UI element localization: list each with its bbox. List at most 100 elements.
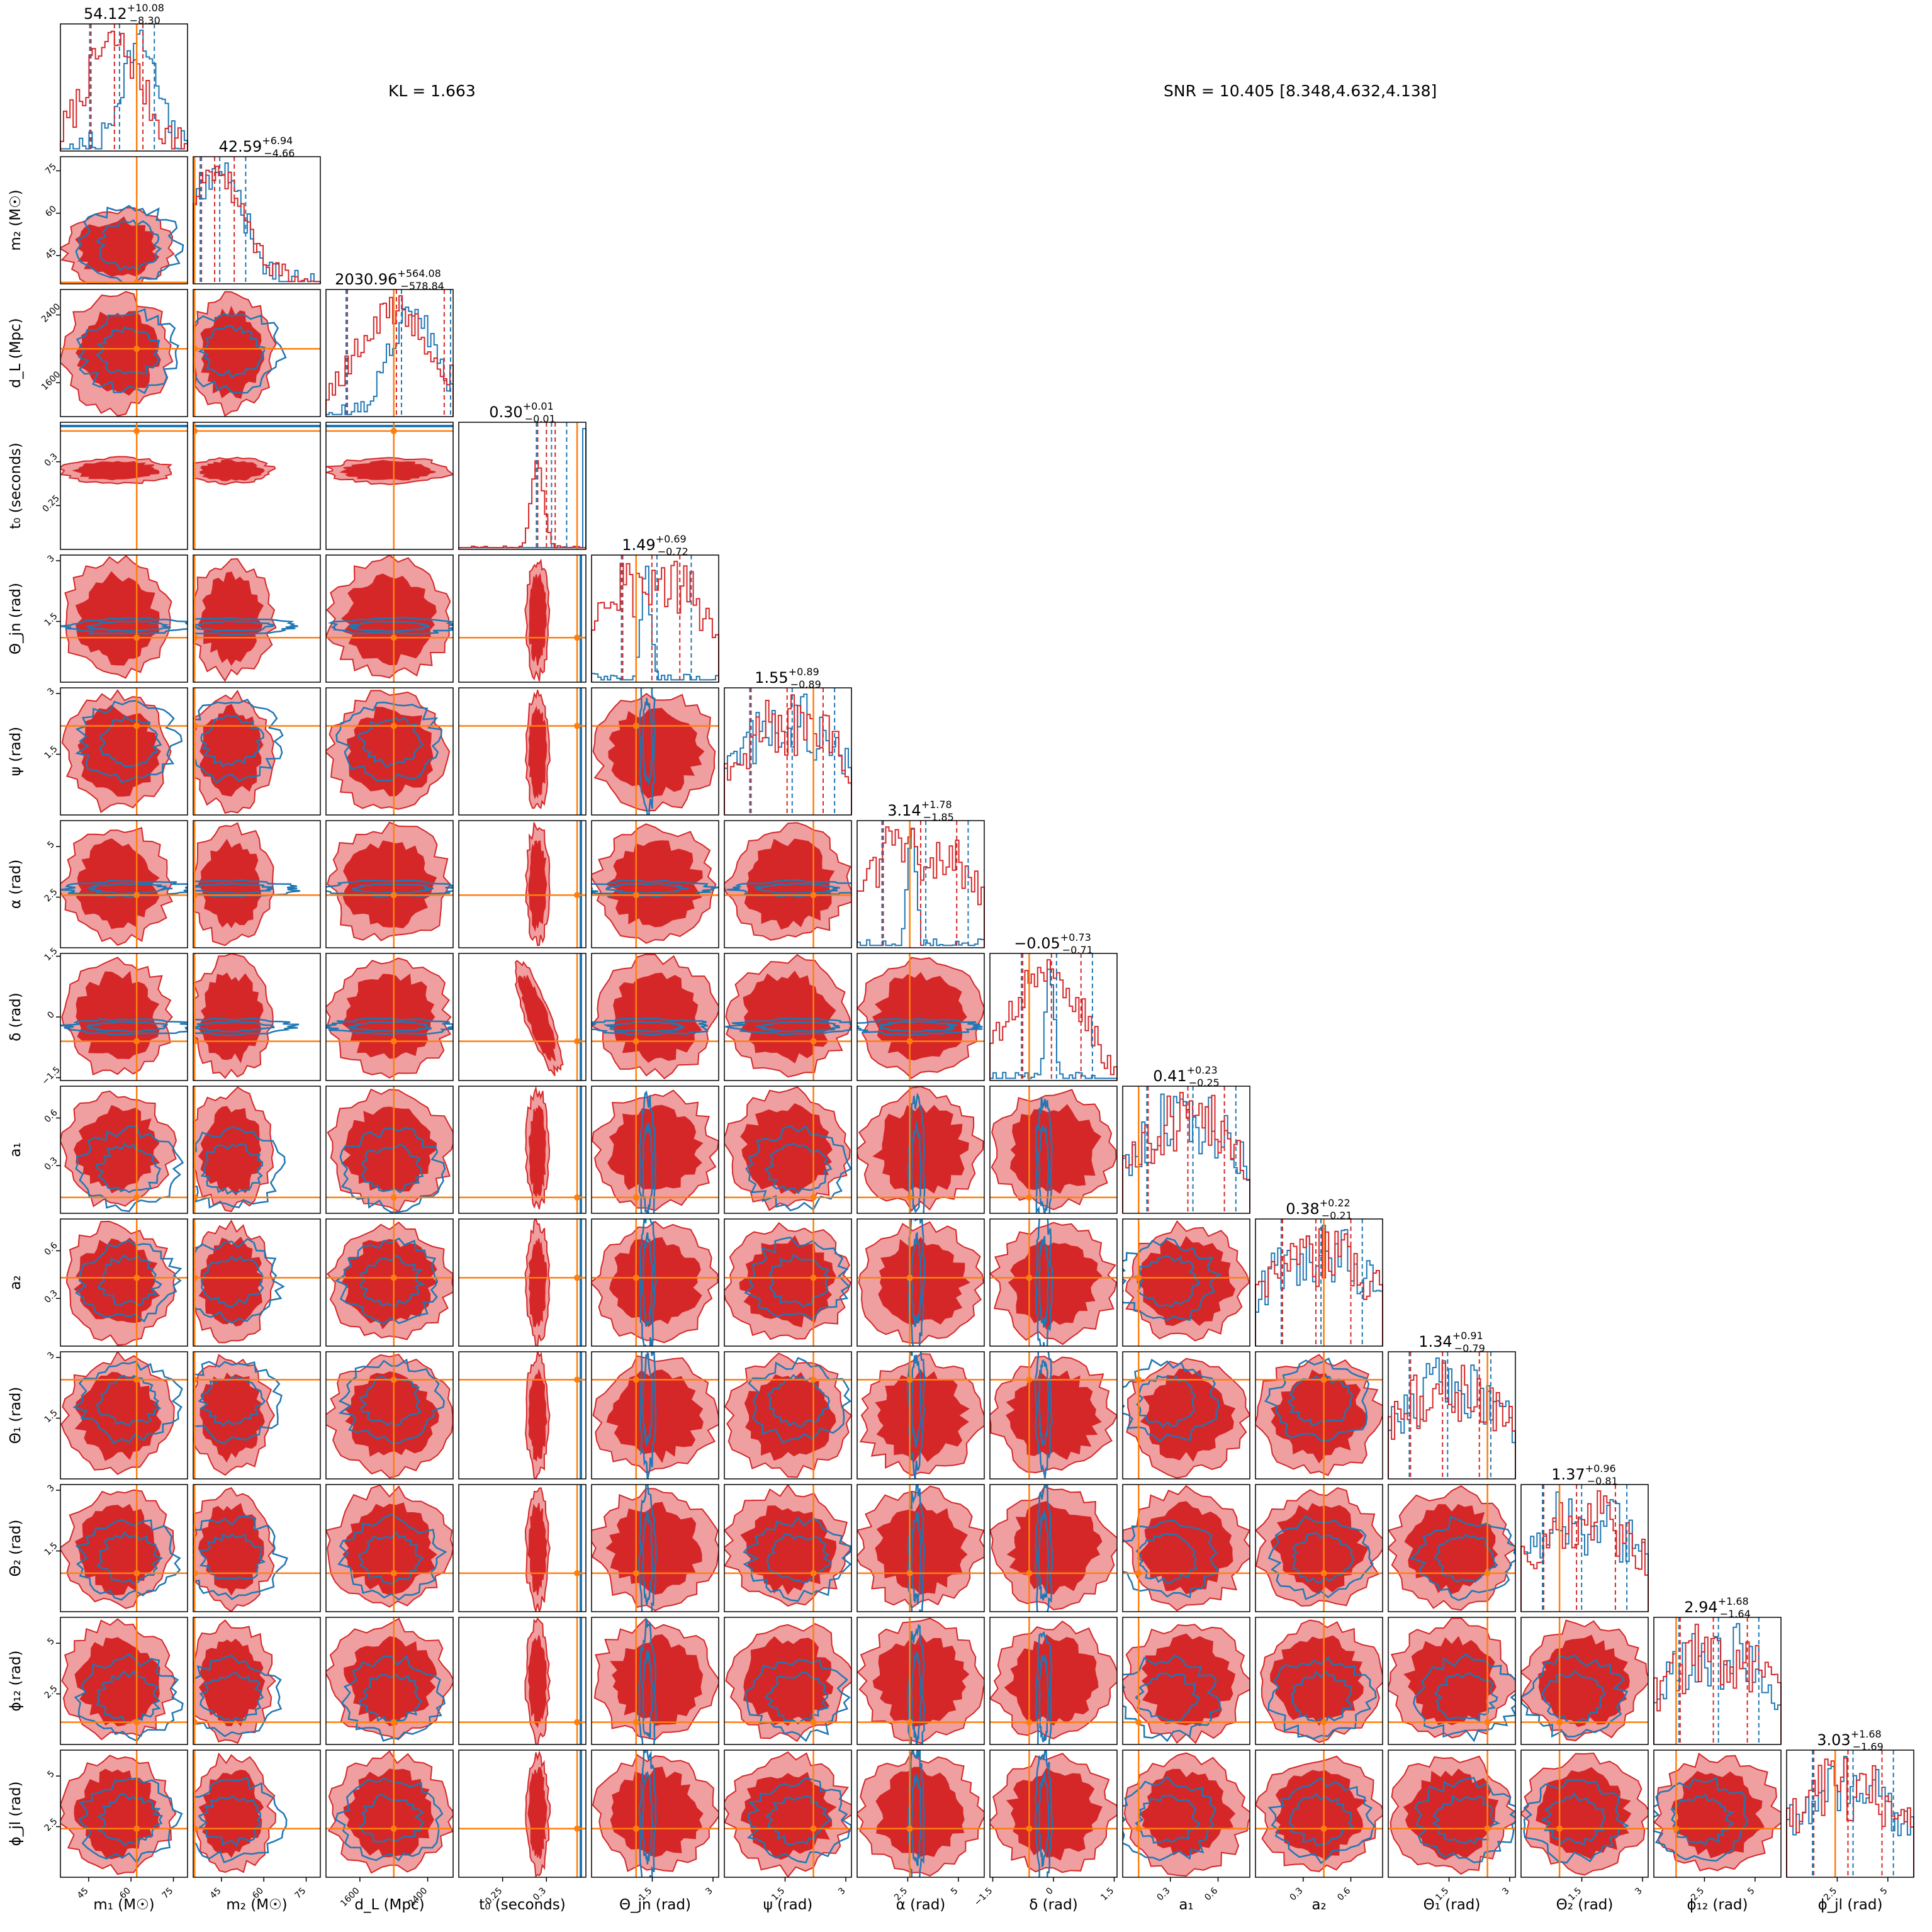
contour-blue [1288, 1793, 1355, 1846]
panel-frame [856, 1086, 985, 1214]
truth-point [193, 1570, 198, 1576]
contour-blue [744, 1659, 851, 1743]
contour-blue [200, 714, 264, 768]
panel-thetajn-phi12 [591, 1617, 719, 1745]
x-tick-label: 5 [1746, 1886, 1757, 1897]
y-tick-label: 2400 [40, 301, 63, 325]
truth-point [1673, 1825, 1680, 1832]
panel-frame [1388, 1749, 1516, 1878]
panel-frame [1388, 1617, 1516, 1745]
xlabel-theta2: Θ₂ (rad) [1556, 1897, 1614, 1913]
x-tick-label: 5 [1879, 1886, 1890, 1897]
contour-blue [193, 1361, 283, 1445]
y-tick-label: 3 [45, 686, 57, 697]
y-tick-label: 5 [45, 840, 57, 851]
contour-blue [1541, 1670, 1606, 1724]
contour-blue [764, 1671, 829, 1725]
panel-frame [325, 1749, 454, 1878]
panel-psi-phijl: 1.5 3 [724, 1749, 852, 1903]
panel-frame [989, 1218, 1118, 1347]
contour-blue [642, 697, 654, 786]
y-tick-label: 1.5 [43, 611, 60, 628]
panel-frame [989, 1484, 1118, 1612]
contour-inner [1141, 1633, 1236, 1727]
panel-frame [1388, 1351, 1516, 1480]
hist-a1: 0.41+0.23 −0.25 [1122, 1064, 1250, 1214]
panel-dL-psi [325, 687, 454, 816]
contour-blue [910, 1651, 923, 1744]
title-delta: −0.05+0.73 −0.71 [1014, 931, 1093, 956]
panel-thetajn-psi [591, 687, 719, 816]
panel-dL-delta [325, 953, 454, 1081]
panel-t0-psi [458, 687, 587, 816]
contour-blue [744, 1236, 851, 1321]
hist-red-delta [989, 959, 1118, 1081]
panel-frame [60, 1351, 188, 1480]
y-tick-label: 0.6 [43, 1108, 60, 1125]
panel-frame [458, 1617, 587, 1745]
truth-point [1484, 1825, 1491, 1832]
panel-frame [458, 554, 587, 683]
contour-blue [1434, 1534, 1498, 1583]
panel-frame [591, 953, 719, 1081]
contour-blue [361, 1143, 424, 1194]
contour-inner [1270, 1635, 1364, 1726]
ylabel-psi: ψ (rad) [8, 727, 24, 777]
hist-red-theta1 [1388, 1362, 1516, 1479]
truth-point [390, 1719, 397, 1726]
xlabel-m1: m₁ (M☉) [93, 1897, 154, 1913]
panel-frame [856, 1218, 985, 1347]
hist-red-m1 [60, 30, 188, 151]
panel-t0-delta [458, 953, 587, 1081]
contour-blue [1123, 1358, 1220, 1443]
panel-m2-phi12 [193, 1617, 321, 1745]
hist-red-phijl [1786, 1757, 1914, 1877]
panel-frame [193, 156, 321, 284]
panel-thetajn-phijl: 1.5 3 [591, 1749, 719, 1903]
truth-point [193, 345, 198, 352]
panel-t0-a1 [458, 1086, 587, 1214]
contour-blue [96, 1793, 164, 1846]
panel-alpha-delta [856, 953, 985, 1081]
truth-point [810, 1719, 817, 1726]
contour-blue [60, 1018, 188, 1036]
panel-m1-phi12: 2.55 [43, 1617, 188, 1745]
panel-frame [724, 1484, 852, 1612]
contour-blue [193, 1126, 286, 1209]
xlabel-theta1: Θ₁ (rad) [1424, 1897, 1481, 1913]
contour-blue [340, 1654, 446, 1742]
contour-blue [638, 688, 656, 815]
kl-annotation: KL = 1.663 [388, 82, 476, 100]
panel-m1-delta: −1.5 0 1.5 [40, 946, 188, 1087]
contour-blue [96, 1670, 161, 1724]
truth-point [390, 1038, 397, 1045]
contour-blue [641, 1352, 653, 1446]
truth-point [632, 1376, 639, 1383]
contour-blue [193, 617, 298, 636]
y-tick-label: 75 [43, 162, 59, 177]
panel-frame [1122, 1749, 1250, 1878]
truth-point [574, 892, 581, 899]
panel-t0-phijl: 0.25 0.3 [458, 1749, 587, 1907]
truth-point [574, 1825, 581, 1832]
x-tick-label: 0.3 [1155, 1886, 1172, 1903]
panel-frame [1520, 1617, 1649, 1745]
contour-inner [341, 974, 435, 1059]
panel-frame [856, 1749, 985, 1878]
contour-blue [753, 882, 840, 895]
contour-blue [338, 1358, 446, 1444]
panel-frame [1786, 1749, 1914, 1878]
contour-blue [1264, 1357, 1370, 1442]
panel-psi-phi12 [724, 1617, 852, 1745]
contour-blue [1038, 1654, 1050, 1743]
hist-delta: −0.05+0.73 −0.71 [989, 931, 1118, 1081]
contour-blue [76, 308, 180, 395]
contour-blue [96, 1374, 162, 1427]
contour-inner [610, 1766, 704, 1857]
contour-inner [1403, 1768, 1499, 1860]
truth-point [574, 634, 581, 641]
truth-point [810, 1376, 817, 1383]
x-tick-label: 75 [293, 1886, 308, 1901]
hist-red-a1 [1122, 1092, 1250, 1213]
contour-blue [359, 1673, 423, 1724]
